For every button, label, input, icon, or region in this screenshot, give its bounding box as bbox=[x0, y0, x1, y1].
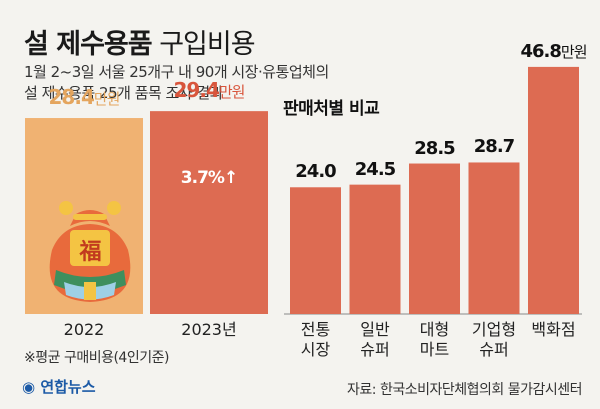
value-label-store-0: 24.0 bbox=[276, 161, 355, 182]
category-line-1: 슈퍼 bbox=[360, 340, 390, 359]
subtitle: 1월 2~3일 서울 25개구 내 90개 시장·유통업체의 설 제수용품 25… bbox=[24, 62, 329, 104]
value-label-store-1: 24.5 bbox=[336, 159, 415, 180]
footnote: ※평균 구매비용(4인기준) bbox=[24, 350, 169, 366]
store-comparison-title: 판매처별 비교 bbox=[283, 99, 380, 119]
category-label-store-1: 일반 슈퍼 bbox=[340, 320, 411, 360]
subtitle-line-2: 설 제수용품 25개 품목 조사 결과 bbox=[24, 84, 224, 102]
category-label-year-0: 2022 bbox=[63, 320, 105, 339]
bag-label bbox=[70, 230, 110, 266]
value-number: 28.4 bbox=[48, 85, 95, 110]
category-line-1: 마트 bbox=[419, 340, 450, 359]
value-label-year-1: 29.4만원 bbox=[140, 78, 278, 102]
category-line-1: 슈퍼 bbox=[479, 340, 509, 359]
source-note: 자료: 한국소비자단체협의회 물가감시센터 bbox=[347, 382, 582, 398]
lucky-bag-illustration bbox=[49, 201, 131, 302]
bar-store-1 bbox=[349, 184, 401, 314]
value-label-store-2: 28.5 bbox=[395, 138, 474, 159]
value-number: 28.7 bbox=[473, 136, 515, 158]
change-annotation: 3.7%↑ bbox=[180, 168, 238, 188]
category-line-0: 기업형 bbox=[471, 320, 517, 339]
bag-tie bbox=[73, 214, 107, 220]
bar-year-1 bbox=[150, 111, 268, 314]
value-unit: 만원 bbox=[93, 90, 121, 109]
value-label-store-3: 28.7 bbox=[455, 136, 534, 157]
value-unit: 만원 bbox=[218, 83, 246, 102]
category-label-year-1: 2023년 bbox=[181, 320, 237, 339]
value-number: 46.8 bbox=[520, 40, 561, 62]
value-label-year-0: 28.4만원 bbox=[15, 85, 153, 109]
bag-tassel bbox=[84, 282, 96, 300]
page-title: 설 제수용품 구입비용 bbox=[24, 29, 256, 60]
category-line-1: 시장 bbox=[300, 340, 331, 359]
value-number: 24.0 bbox=[295, 161, 336, 183]
bar-store-4 bbox=[528, 66, 579, 315]
bag-knot-left bbox=[59, 201, 73, 215]
bar-store-3 bbox=[468, 162, 520, 314]
logo: ◉ 연합뉴스 bbox=[22, 378, 96, 396]
category-label-store-2: 대형 마트 bbox=[399, 320, 470, 360]
category-label-store-4: 백화점 bbox=[518, 320, 589, 340]
value-number: 29.4 bbox=[173, 78, 220, 103]
bar-store-2 bbox=[409, 163, 460, 314]
value-label-store-4: 46.8만원 bbox=[514, 41, 593, 62]
category-line-0: 백화점 bbox=[531, 320, 576, 339]
bag-character: 福 bbox=[79, 240, 101, 265]
category-line-0: 일반 bbox=[360, 320, 390, 339]
category-label-store-0: 전통 시장 bbox=[280, 320, 351, 360]
value-unit: 만원 bbox=[560, 42, 588, 61]
category-label-store-3: 기업형 슈퍼 bbox=[459, 320, 530, 360]
subtitle-line-1: 1월 2~3일 서울 25개구 내 90개 시장·유통업체의 bbox=[24, 63, 329, 81]
bag-knot-right bbox=[107, 201, 121, 215]
category-line-0: 대형 bbox=[419, 320, 450, 339]
value-number: 24.5 bbox=[354, 158, 396, 180]
value-number: 28.5 bbox=[414, 137, 455, 159]
bar-store-0 bbox=[290, 187, 341, 314]
category-line-0: 전통 bbox=[300, 320, 331, 339]
